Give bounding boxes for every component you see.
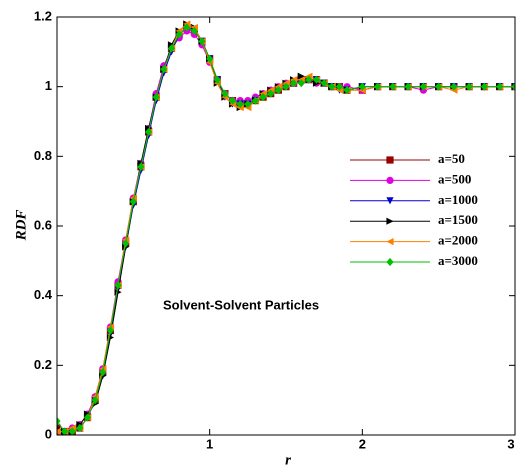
plot-area (57, 20, 515, 435)
marker (320, 79, 328, 88)
marker (91, 396, 99, 405)
marker (244, 99, 252, 109)
marker (305, 75, 313, 84)
marker (106, 326, 115, 335)
x-tick-label: 3 (507, 436, 514, 451)
marker (137, 162, 145, 171)
marker (57, 427, 61, 435)
y-tick-label: 0.8 (34, 148, 52, 163)
marker (57, 426, 61, 430)
marker (251, 96, 260, 105)
marker (68, 427, 76, 435)
legend-marker (386, 176, 394, 184)
marker (198, 37, 206, 46)
marker (221, 89, 229, 98)
marker (328, 82, 336, 91)
marker (175, 30, 183, 39)
marker (312, 75, 321, 84)
plot-frame (56, 16, 516, 436)
legend-label: a=2000 (438, 233, 478, 248)
legend-label: a=500 (438, 171, 471, 186)
marker (274, 86, 282, 95)
marker (267, 89, 275, 98)
marker (335, 82, 344, 91)
marker (297, 79, 305, 88)
marker (129, 197, 137, 206)
legend-marker (386, 238, 394, 246)
marker (374, 82, 382, 91)
marker (389, 82, 397, 91)
series-line (57, 30, 515, 433)
marker (57, 416, 61, 426)
marker (83, 413, 92, 422)
y-tick-label: 0 (45, 426, 52, 441)
marker (282, 82, 290, 91)
marker (496, 82, 504, 91)
annotation: Solvent-Solvent Particles (163, 297, 319, 312)
marker (213, 75, 221, 84)
marker (99, 368, 107, 377)
y-tick-label: 0.6 (34, 217, 52, 232)
marker (160, 65, 168, 74)
x-axis-title: r (285, 452, 291, 468)
marker (145, 127, 153, 137)
marker (236, 99, 244, 109)
marker (297, 72, 305, 80)
legend-marker (386, 257, 394, 267)
marker (122, 239, 130, 248)
marker (206, 54, 214, 63)
marker (419, 82, 427, 91)
marker (450, 82, 458, 91)
y-tick-label: 0.2 (34, 357, 52, 372)
marker (465, 82, 473, 91)
y-tick-label: 1 (45, 78, 52, 93)
y-tick-label: 1.2 (34, 8, 52, 23)
marker (404, 82, 412, 91)
marker (190, 26, 198, 36)
marker (290, 79, 298, 88)
marker (114, 281, 122, 290)
marker (61, 427, 69, 435)
legend-marker (386, 217, 394, 225)
y-tick-label: 0.4 (34, 287, 53, 302)
legend-marker (386, 156, 394, 164)
x-tick-label: 1 (206, 436, 213, 451)
legend-label: a=3000 (438, 253, 478, 268)
marker (358, 82, 366, 91)
marker (183, 23, 191, 32)
marker (259, 93, 267, 102)
x-tick-label: 2 (359, 436, 366, 451)
marker (480, 82, 489, 91)
marker (511, 82, 515, 91)
marker (167, 44, 176, 53)
marker (228, 96, 237, 105)
y-axis-title: RDF (13, 210, 29, 242)
legend-label: a=1000 (438, 192, 478, 207)
marker (343, 86, 351, 95)
legend-label: a=1500 (438, 212, 478, 227)
marker (152, 93, 160, 102)
marker (76, 423, 84, 433)
legend-label: a=50 (438, 151, 465, 166)
marker (435, 82, 443, 91)
legend-marker (386, 197, 394, 205)
